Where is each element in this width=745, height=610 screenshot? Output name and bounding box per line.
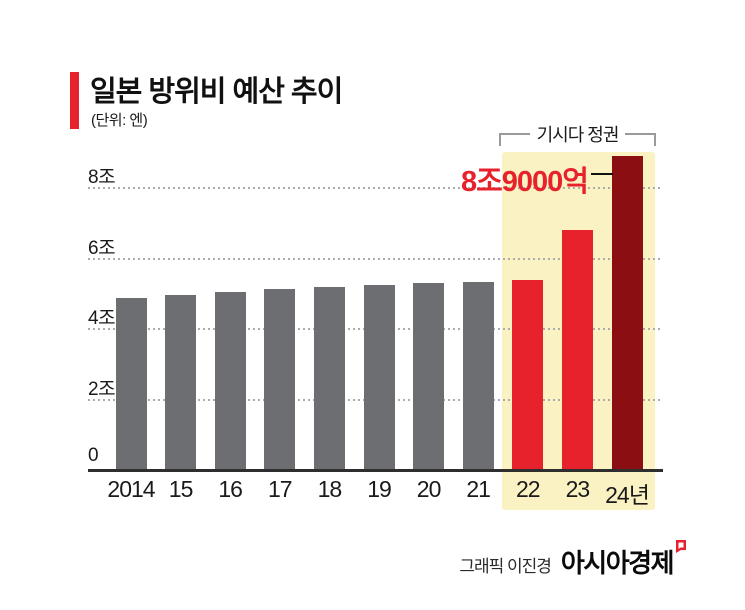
x-tick-label-17: 17 xyxy=(268,476,293,502)
bar-2014 xyxy=(115,298,147,471)
x-tick-label-24년: 24년 xyxy=(605,482,650,508)
bar-18 xyxy=(313,287,345,471)
y-tick-label-0: 0 xyxy=(88,445,99,466)
bracket-left-arm xyxy=(499,133,530,146)
bracket-right-arm xyxy=(625,133,656,146)
bracket-label: 기시다 정권 xyxy=(536,125,620,145)
gridline-8조 xyxy=(88,186,663,189)
bar-17 xyxy=(264,289,296,471)
bar-23 xyxy=(561,230,593,471)
x-tick-label-20: 20 xyxy=(416,476,442,502)
x-tick-label-16: 16 xyxy=(218,476,243,502)
page-title: 일본 방위비 예산 추이 xyxy=(90,76,343,108)
y-tick-label-8조: 8조 xyxy=(88,166,116,188)
credit-text: 그래픽 이진경 xyxy=(459,557,552,576)
bar-24년 xyxy=(611,155,643,471)
brand-text: 아시아경제 xyxy=(560,548,675,578)
gridline-6조 xyxy=(88,257,663,260)
bar-21 xyxy=(462,281,494,471)
bar-15 xyxy=(165,294,197,471)
y-tick-label-6조: 6조 xyxy=(88,237,116,259)
y-tick-label-4조: 4조 xyxy=(88,308,116,330)
x-tick-label-21: 21 xyxy=(466,476,491,502)
x-tick-label-15: 15 xyxy=(168,476,194,502)
bar-19 xyxy=(363,284,395,471)
kishida-bracket: 기시다 정권 xyxy=(499,125,656,159)
credit-line: 그래픽 이진경 아시아경제 xyxy=(459,540,687,580)
unit-label: (단위: 엔) xyxy=(91,112,148,129)
value-annotation: 8조9000억 xyxy=(460,166,589,198)
y-tick-label-2조: 2조 xyxy=(88,379,116,401)
bar-22 xyxy=(512,279,544,471)
x-tick-label-22: 22 xyxy=(516,476,541,502)
brand-logo: 아시아경제 xyxy=(560,540,687,580)
brand-quote-mark-icon xyxy=(676,540,686,553)
title-accent-bar xyxy=(70,72,79,129)
x-tick-label-23: 23 xyxy=(565,476,591,502)
x-tick-label-2014: 2014 xyxy=(107,476,155,502)
bar-20 xyxy=(413,283,445,471)
x-tick-label-19: 19 xyxy=(367,476,392,502)
x-axis-line xyxy=(88,469,663,472)
bar-16 xyxy=(214,292,246,471)
x-tick-label-18: 18 xyxy=(317,476,343,502)
annotation-leader-line xyxy=(591,173,613,175)
